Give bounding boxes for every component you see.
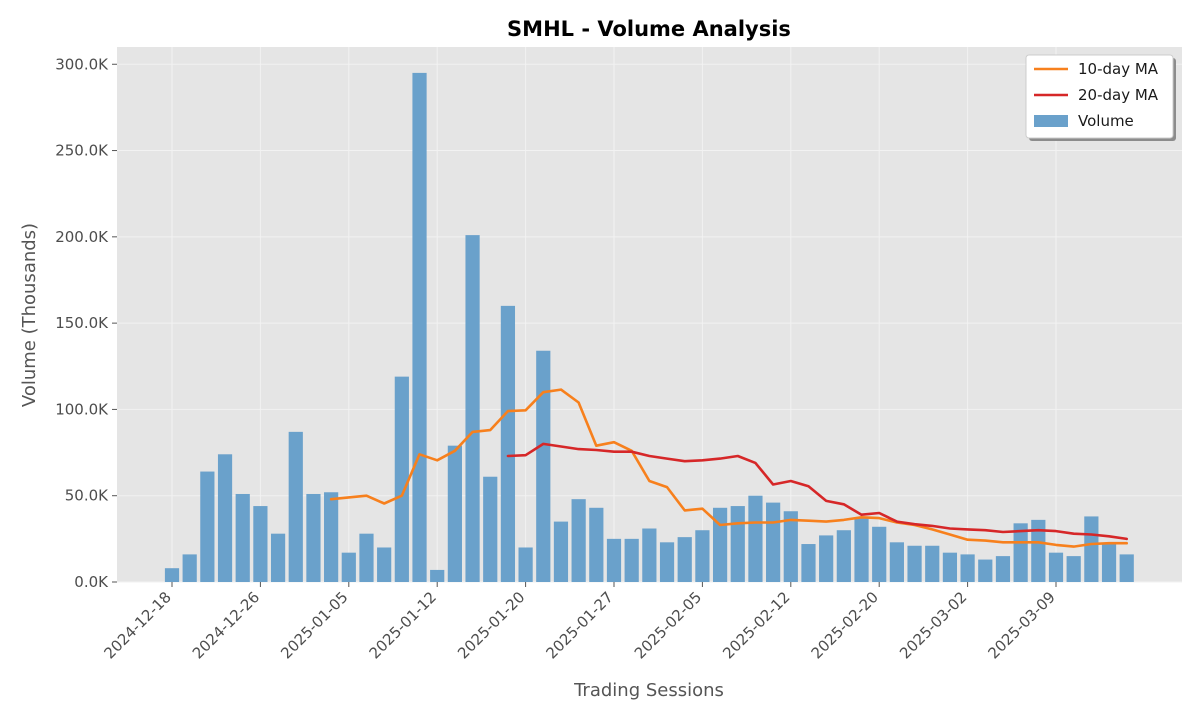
volume-bar [288,431,303,582]
legend-label: Volume [1078,112,1134,130]
volume-bar [377,547,392,582]
volume-bar [836,530,851,582]
volume-bar [359,533,374,582]
volume-bar [624,538,639,582]
volume-bar [766,502,781,582]
volume-bar [748,495,763,582]
x-tick-label: 2024-12-26 [189,588,263,662]
volume-bar [783,511,798,582]
volume-bar [518,547,533,582]
x-tick-label: 2025-03-02 [896,588,970,662]
volume-bar [1031,519,1046,582]
volume-bar [872,526,887,582]
volume-bar [1013,523,1028,582]
x-tick-label: 2025-03-09 [984,588,1058,662]
volume-bar [642,528,657,582]
volume-bar [854,518,869,582]
ma10-line [329,388,1128,548]
volume-bar [659,542,675,582]
x-tick-label: 2025-02-20 [808,588,882,662]
legend-label: 20-day MA [1078,86,1159,104]
y-tick-label: 0.0K [74,573,109,591]
legend-label: 10-day MA [1078,60,1159,78]
volume-bar [677,537,692,582]
y-tick-label: 250.0K [55,142,109,160]
legend: 10-day MA 20-day MA Volume [1025,54,1176,141]
volume-bar [1048,552,1064,582]
volume-bar [606,538,622,582]
plot-area [117,47,1182,582]
volume-bar [270,533,286,582]
volume-bar [324,492,339,582]
y-axis-title: Volume (Thousands) [19,223,40,407]
volume-bar [447,445,462,582]
x-axis: 2024-12-18 2024-12-26 2025-01-05 2025-01-12… [100,582,1059,662]
grid-lines [117,47,1182,583]
volume-bar [589,507,604,582]
volume-bar [1101,544,1117,582]
volume-bar [960,554,975,582]
volume-bar [483,476,498,582]
x-tick-label: 2025-02-05 [631,588,705,662]
y-axis: 0.0K 50.0K 100.0K 150.0K 200.0K 250.0K 300.0K [55,55,117,591]
volume-bar [412,72,427,583]
volume-bar [430,569,445,582]
volume-bar [571,499,586,582]
volume-bar [235,493,250,582]
volume-bar [801,544,816,582]
x-tick-label: 2024-12-18 [100,588,174,662]
y-tick-label: 100.0K [55,400,109,418]
volume-bar [889,542,904,582]
volume-bar [394,376,409,582]
volume-bar [536,350,551,582]
x-tick-label: 2025-02-12 [719,588,793,662]
y-tick-label: 150.0K [55,314,109,332]
volume-bar [553,521,569,582]
volume-bar [341,552,356,582]
volume-bar [164,568,180,582]
ma20-line [506,442,1128,541]
volume-bar [730,506,745,582]
volume-bar [200,471,215,582]
x-tick-label: 2025-01-05 [277,588,351,662]
y-tick-label: 50.0K [65,487,109,505]
volume-bar [1084,516,1099,582]
x-tick-label: 2025-01-20 [454,588,528,662]
volume-bar [978,559,993,582]
x-tick-label: 2025-01-12 [366,588,440,662]
volume-bar [465,235,480,582]
y-tick-label: 300.0K [55,55,109,73]
moving-average-lines [329,388,1128,548]
volume-bar [217,454,233,582]
volume-bar [1066,556,1081,582]
volume-bar [1119,554,1134,582]
volume-bars [164,72,1134,583]
volume-bar [253,506,268,582]
chart-title: SMHL - Volume Analysis [507,17,791,41]
volume-bar [500,305,516,582]
volume-bar [907,545,922,582]
volume-bar [819,535,834,582]
legend-swatch-volume [1034,115,1068,127]
x-tick-label: 2025-01-27 [542,588,616,662]
volume-bar [995,556,1011,582]
volume-bar [306,493,321,582]
x-axis-title: Trading Sessions [573,680,724,701]
y-tick-label: 200.0K [55,228,109,246]
volume-bar [695,530,710,582]
volume-bar [712,507,728,582]
volume-bar [942,552,958,582]
volume-bar [182,554,197,582]
volume-bar [925,545,940,582]
